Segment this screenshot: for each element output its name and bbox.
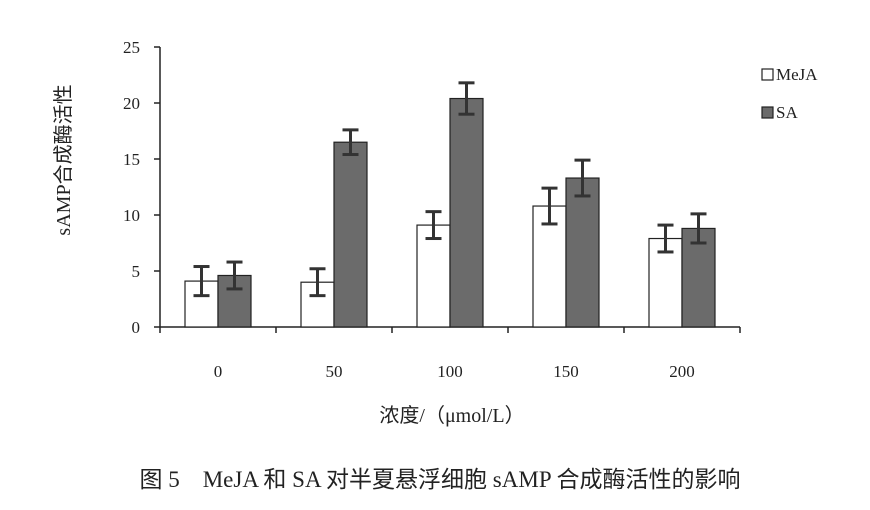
x-axis-title: 浓度/（μmol/L） [379, 404, 524, 427]
legend-label-sa: SA [776, 103, 798, 122]
y-tick-label: 25 [123, 38, 140, 57]
bar-sa [217, 274, 252, 328]
y-tick-label: 20 [123, 94, 140, 113]
y-tick-label: 5 [132, 262, 141, 281]
y-axis-title: sAMP合成酶活性 [52, 84, 75, 235]
legend-swatch-sa [761, 106, 774, 119]
y-tick-label: 0 [132, 318, 141, 337]
legend-label-meja: MeJA [776, 65, 818, 84]
bar-sa [333, 141, 368, 328]
x-tick-label: 50 [326, 362, 343, 381]
figure-caption: 图 5 MeJA 和 SA 对半夏悬浮细胞 sAMP 合成酶活性的影响 [139, 467, 740, 492]
bar-meja [532, 205, 567, 328]
bar-sa [449, 97, 484, 328]
bar-sa [565, 177, 600, 328]
x-tick-label: 200 [669, 362, 695, 381]
x-tick-label: 0 [214, 362, 223, 381]
bar-meja [416, 224, 451, 328]
legend-swatch-meja [761, 68, 774, 81]
bar-sa [681, 227, 716, 328]
y-tick-label: 15 [123, 150, 140, 169]
x-tick-label: 150 [553, 362, 579, 381]
plot-area: 0 5 10 15 20 25 0 50 100 150 200 MeJA SA [123, 38, 818, 381]
y-tick-label: 10 [123, 206, 140, 225]
x-tick-label: 100 [437, 362, 463, 381]
